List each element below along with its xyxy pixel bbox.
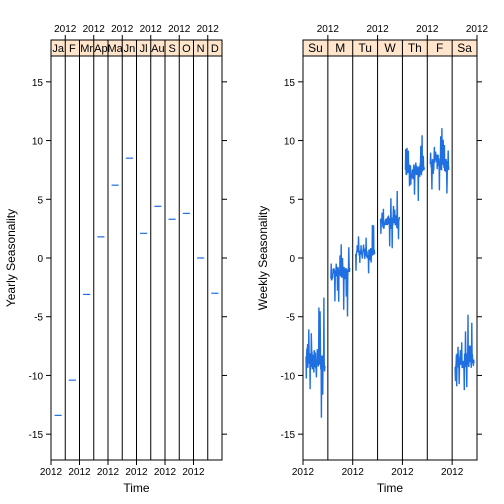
bottom-year-label: 2012 [154, 467, 177, 478]
weekly-series-th [404, 135, 425, 201]
strip-label-au: Au [151, 43, 164, 55]
top-year-label: 2012 [197, 24, 220, 35]
bottom-year-label: 2012 [391, 467, 414, 478]
strip-label-th: Th [408, 41, 422, 55]
top-year-label: 2012 [54, 24, 77, 35]
top-year-label: 2012 [466, 24, 489, 35]
strip-label-w: W [384, 41, 396, 55]
y-tick-label: -10 [281, 371, 296, 382]
weekly-series-tu [355, 224, 376, 274]
y-tick-label: -5 [286, 313, 295, 324]
y-tick-label: 10 [284, 137, 296, 148]
y-tick-label: -15 [29, 430, 44, 441]
bottom-year-label: 2012 [40, 467, 63, 478]
bottom-year-label: 2012 [125, 467, 148, 478]
y-tick-label: -5 [34, 313, 43, 324]
strip-label-tu: Tu [358, 41, 372, 55]
strip-label-n: N [197, 43, 205, 55]
strip-label-d: D [211, 43, 219, 55]
strip-label-mr: Mr [80, 43, 93, 55]
strip-label-m: M [335, 41, 345, 55]
weekly-series-f [429, 128, 450, 194]
weekly-series-w [379, 190, 401, 249]
bottom-year-label: 2012 [342, 467, 365, 478]
top-year-label: 2012 [83, 24, 106, 35]
weekly-seasonality-plot: Su M Tu W Th F Sa 2012 2012 2012 2012 2012 2012 2012 2… [256, 24, 489, 495]
bottom-year-label: 2012 [292, 467, 315, 478]
weekly-series-m [330, 244, 351, 317]
bottom-year-label: 2012 [441, 467, 464, 478]
strip-label-f: F [69, 43, 76, 55]
y-tick-label: 0 [289, 254, 295, 265]
x-axis-label: Time [377, 481, 404, 495]
y-axis-label: Yearly Seasonality [4, 209, 18, 307]
y-tick-label: -15 [281, 430, 296, 441]
y-tick-label: 5 [289, 195, 295, 206]
strip-label-o: O [182, 43, 191, 55]
x-axis-label: Time [123, 481, 150, 495]
bottom-year-label: 2012 [97, 467, 120, 478]
strip-label-s: S [168, 43, 175, 55]
top-year-label: 2012 [317, 24, 340, 35]
top-year-label: 2012 [140, 24, 163, 35]
strip-label-jn: Jn [124, 43, 136, 55]
strip-label-f: F [436, 41, 443, 55]
top-year-label: 2012 [366, 24, 389, 35]
strip-label-ja: Ja [52, 43, 65, 55]
weekly-series-su [305, 297, 326, 418]
weekly-series-sa [454, 314, 475, 391]
y-tick-label: 0 [37, 254, 43, 265]
top-year-label: 2012 [168, 24, 191, 35]
strip-label-jl: Jl [140, 43, 148, 55]
top-year-label: 2012 [111, 24, 134, 35]
bottom-year-label: 2012 [68, 467, 91, 478]
strip-label-ap: Ap [94, 43, 107, 55]
strip-label-sa: Sa [457, 41, 472, 55]
y-tick-label: 15 [32, 78, 44, 89]
y-tick-label: 5 [37, 195, 43, 206]
y-tick-label: 10 [32, 137, 44, 148]
yearly-seasonality-plot: Ja F Mr Ap Ma Jn Jl Au S O N D 2012 2012 2012 2012 2012 2… [4, 24, 227, 495]
y-axis-label: Weekly Seasonality [256, 206, 270, 311]
y-tick-label: 15 [284, 78, 296, 89]
strip-label-ma: Ma [107, 43, 123, 55]
strip-label-su: Su [308, 41, 323, 55]
top-year-label: 2012 [416, 24, 439, 35]
bottom-year-label: 2012 [182, 467, 205, 478]
y-tick-label: -10 [29, 371, 44, 382]
